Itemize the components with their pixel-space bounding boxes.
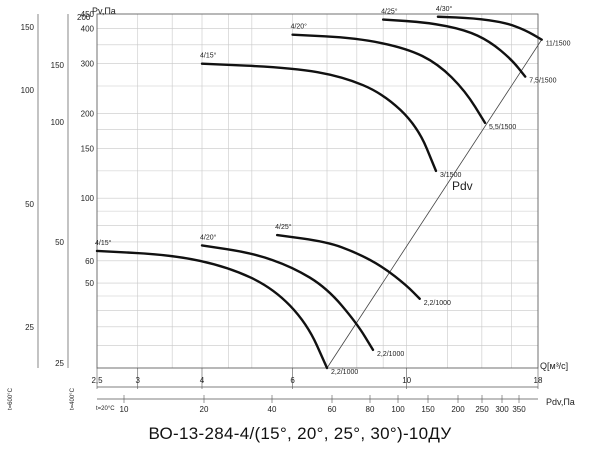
temp-label: t=400°C bbox=[70, 387, 76, 410]
curve-end-label: 2,2/1000 bbox=[331, 369, 358, 376]
curve-end-label: 5,5/1500 bbox=[489, 124, 516, 131]
curve-start-label: 4/15° bbox=[200, 52, 217, 60]
curves bbox=[95, 15, 543, 370]
y-tick-label: 300 bbox=[81, 60, 95, 69]
plot-frame bbox=[96, 13, 539, 369]
axes bbox=[37, 13, 539, 400]
curve-end-label: 2,2/1000 bbox=[424, 300, 451, 307]
pdv-tick-label: 250 bbox=[475, 405, 489, 414]
curve-end-label: 11/1500 bbox=[546, 41, 571, 48]
q-axis-label: Q[м³/с] bbox=[540, 361, 568, 371]
y-axis-label: Pv,Па bbox=[92, 6, 116, 16]
pdv-tick-label: 300 bbox=[495, 405, 509, 414]
q-tick-label: 10 bbox=[402, 376, 411, 385]
performance-curve bbox=[95, 249, 329, 370]
temp600-tick-label: 25 bbox=[25, 323, 34, 332]
y-tick-label: 450 bbox=[81, 10, 95, 19]
y-tick-label: 400 bbox=[81, 24, 95, 33]
q-tick-label: 18 bbox=[534, 376, 543, 385]
performance-curve bbox=[200, 244, 375, 352]
temp600-tick-label: 100 bbox=[21, 86, 35, 95]
q-tick-label: 6 bbox=[290, 376, 295, 385]
y-tick-label: 100 bbox=[81, 194, 95, 203]
temp400-tick-label: 50 bbox=[55, 238, 64, 247]
pdv-tick-label: 80 bbox=[366, 405, 375, 414]
performance-curve bbox=[436, 15, 543, 41]
y-tick-label: 60 bbox=[85, 257, 94, 266]
performance-curve bbox=[200, 62, 438, 173]
performance-curve bbox=[275, 233, 421, 300]
pdv-line bbox=[326, 39, 543, 369]
temp400-tick-label: 100 bbox=[51, 118, 65, 127]
curve-start-label: 4/30° bbox=[436, 5, 453, 13]
curve-start-label: 4/25° bbox=[275, 223, 292, 231]
y-tick-label: 200 bbox=[77, 13, 91, 22]
performance-curve bbox=[381, 18, 527, 78]
curve-start-label: 4/20° bbox=[200, 233, 217, 241]
pdv-tick-label: 60 bbox=[328, 405, 337, 414]
curve-labels: 4/15° 2,2/1000 4/20° 2,2/1000 4/25° 2,2/1000 4… bbox=[95, 5, 571, 376]
curve-start-label: 4/25° bbox=[381, 8, 398, 16]
temp600-tick-label: 150 bbox=[21, 23, 35, 32]
curve-end-label: 7,5/1500 bbox=[529, 78, 556, 85]
pdv-tick-label: 350 bbox=[512, 405, 526, 414]
pdv-tick-label: 100 bbox=[391, 405, 405, 414]
q-tick-label: 3 bbox=[136, 376, 141, 385]
pdv-axis-label: Pdv,Па bbox=[546, 397, 575, 407]
pdv-tick-label: 150 bbox=[421, 405, 435, 414]
temp-label: t=20°C bbox=[96, 406, 115, 412]
curve-end-label: 2,2/1000 bbox=[377, 351, 404, 358]
y-tick-label: 200 bbox=[81, 109, 95, 118]
pdv-tick-label: 200 bbox=[451, 405, 465, 414]
pdv-tick-label: 20 bbox=[200, 405, 209, 414]
temp400-tick-label: 25 bbox=[55, 359, 64, 368]
q-tick-label: 4 bbox=[200, 376, 205, 385]
pdv-line-label: Pdv bbox=[452, 179, 473, 193]
y-tick-label: 50 bbox=[85, 279, 94, 288]
q-tick-label: 2,5 bbox=[91, 376, 103, 385]
tick-labels: 4504003002001501006050200150100502515010… bbox=[8, 10, 543, 414]
temp600-tick-label: 50 bbox=[25, 200, 34, 209]
performance-curve bbox=[291, 33, 487, 125]
temp-label: t=600°C bbox=[8, 387, 14, 410]
y-tick-label: 150 bbox=[81, 145, 95, 154]
curve-end-label: 3/1500 bbox=[440, 172, 462, 179]
curve-start-label: 4/15° bbox=[95, 239, 112, 247]
pdv-tick-label: 40 bbox=[268, 405, 277, 414]
curve-start-label: 4/20° bbox=[291, 23, 308, 31]
temp400-tick-label: 150 bbox=[51, 61, 65, 70]
pdv-tick-label: 10 bbox=[120, 405, 129, 414]
chart-caption: ВО-13-284-4/(15°, 20°, 25°, 30°)-10ДУ bbox=[148, 424, 452, 443]
